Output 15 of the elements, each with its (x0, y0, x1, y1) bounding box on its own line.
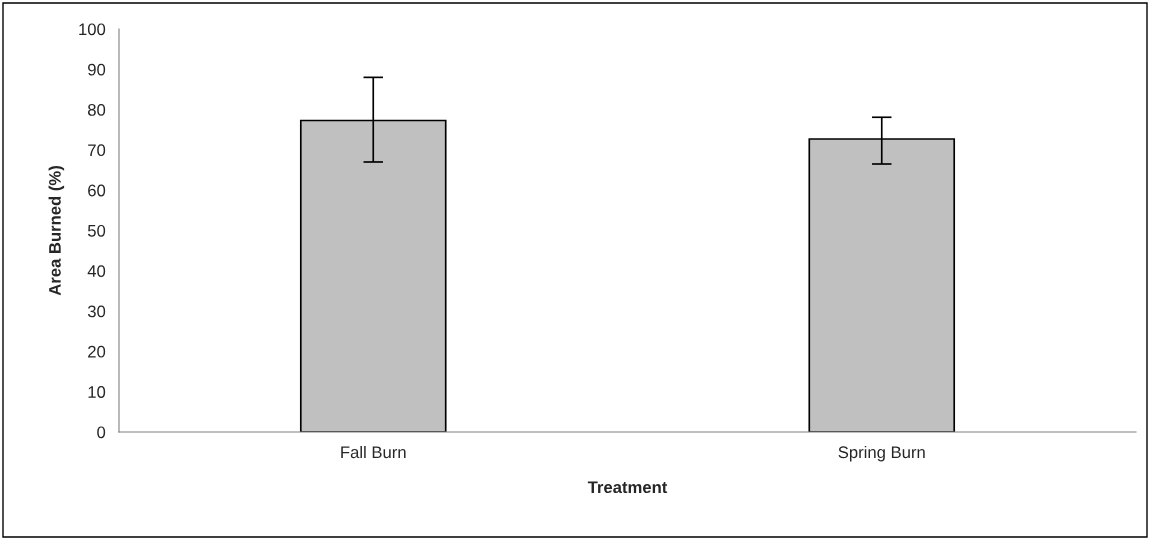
y-tick-label: 40 (87, 265, 106, 277)
y-tick-label: 20 (88, 345, 106, 358)
x-axis-title: Treatment (587, 481, 668, 494)
y-tick-label: 50 (87, 224, 106, 237)
y-tick-label: 70 (88, 144, 106, 157)
x-tick-label: Fall Burn (341, 445, 406, 459)
x-tick-label: Spring Burn (838, 445, 925, 462)
y-tick-label: 10 (88, 386, 106, 398)
y-tick-label: 0 (97, 426, 106, 439)
y-tick-label: 30 (87, 305, 106, 318)
y-tick-label: 100 (79, 23, 106, 36)
y-axis-title: Area Burned (%) (48, 166, 65, 296)
y-tick-label: 60 (88, 184, 106, 197)
y-tick-label: 90 (88, 63, 106, 76)
y-tick-label: 80 (87, 104, 106, 116)
